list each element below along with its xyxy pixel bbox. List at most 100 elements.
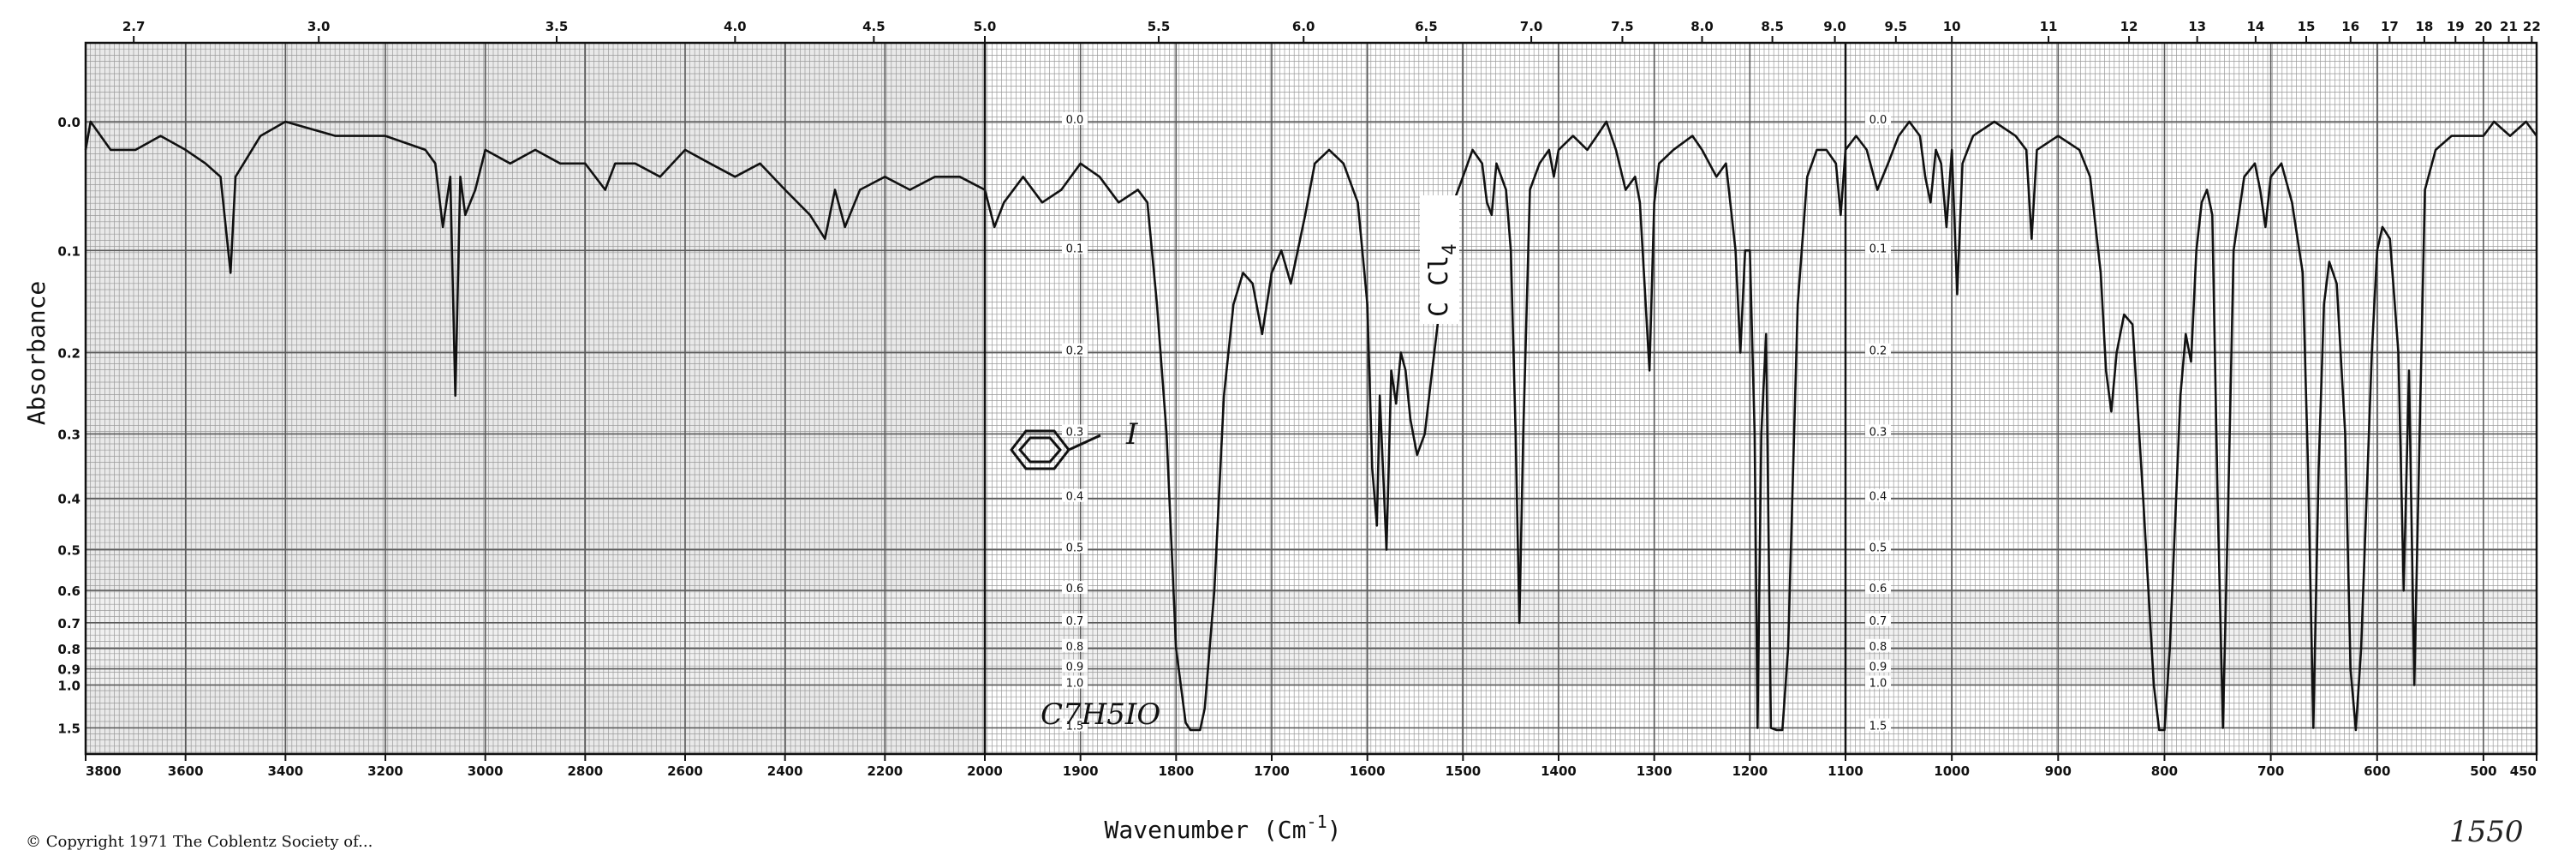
- inner-y-tick-background: [1062, 424, 1088, 438]
- inner-y-tick-label: 0.9: [1066, 661, 1084, 674]
- inner-y-tick-background: [1062, 540, 1088, 554]
- benzene-ring-inner: [1018, 436, 1062, 464]
- top-tick-label: 16: [2341, 19, 2359, 34]
- top-tick-label: 7.5: [1611, 19, 1634, 34]
- inner-y-tick-label: 0.6: [1869, 583, 1887, 596]
- y-tick-label: 0.3: [57, 427, 80, 442]
- y-tick-label: 1.5: [57, 721, 80, 736]
- chart-grid: [85, 42, 2537, 754]
- inner-y-tick-label: 0.6: [1066, 583, 1084, 596]
- x-tick-label: 600: [2364, 763, 2390, 779]
- x-axis-title-superscript: -1: [1307, 811, 1327, 832]
- inner-y-tick-background: [1865, 638, 1891, 652]
- copyright-notice: © Copyright 1971 The Coblentz Society of…: [26, 833, 373, 850]
- top-tick-label: 2.7: [122, 19, 146, 34]
- benzene-ring-sketch: [1010, 429, 1101, 470]
- y-tick-label: 0.7: [57, 616, 80, 632]
- x-tick-label: 800: [2151, 763, 2178, 779]
- inner-y-tick-background: [1865, 241, 1891, 254]
- y-tick-label: 0.8: [57, 642, 80, 657]
- top-tick-label: 14: [2246, 19, 2264, 34]
- inner-y-tick-label: 1.0: [1066, 678, 1084, 691]
- top-tick-label: 3.5: [546, 19, 569, 34]
- y-tick-label: 0.4: [57, 492, 80, 507]
- inner-y-tick-background: [1062, 638, 1088, 652]
- iodo-substituent-label: I: [1125, 417, 1138, 452]
- top-tick-label: 20: [2474, 19, 2492, 34]
- ccl4-annotation-background: [1420, 195, 1459, 324]
- inner-y-tick-label: 0.5: [1869, 542, 1887, 555]
- x-axis-title-text: Wavenumber (Cm: [1105, 816, 1307, 844]
- inner-y-tick-label: 1.0: [1869, 678, 1887, 691]
- inner-y-tick-background: [1062, 112, 1088, 125]
- y-tick-label: 0.2: [57, 346, 80, 362]
- x-tick-label: 1700: [1254, 763, 1290, 779]
- inner-y-tick-label: 0.4: [1066, 491, 1084, 504]
- inner-y-tick-background: [1062, 488, 1088, 502]
- x-tick-label: 3200: [367, 763, 403, 779]
- x-tick-label: 3000: [468, 763, 504, 779]
- ccl4-annotation: C Cl4: [1420, 195, 1461, 324]
- x-tick-label: 1000: [1934, 763, 1970, 779]
- inner-y-tick-label: 0.7: [1066, 615, 1084, 628]
- x-tick-label: 2600: [667, 763, 703, 779]
- x-tick-label: 2800: [567, 763, 603, 779]
- inner-y-tick-label: 0.3: [1066, 426, 1084, 439]
- inner-y-tick-background: [1865, 659, 1891, 673]
- inner-y-tick-label: 0.8: [1869, 641, 1887, 654]
- inner-y-tick-label: 0.0: [1066, 114, 1084, 127]
- top-tick-label: 13: [2188, 19, 2206, 34]
- y-axis-title: Absorbance: [22, 281, 51, 426]
- top-tick-label: 8.5: [1761, 19, 1784, 34]
- ccl4-label: C Cl: [1424, 255, 1454, 317]
- top-tick-label: 4.0: [724, 19, 747, 34]
- inner-y-tick-label: 0.1: [1869, 242, 1887, 255]
- top-tick-label: 10: [1943, 19, 1961, 34]
- inner-y-tick-label: 0.0: [1869, 114, 1887, 127]
- top-tick-label: 18: [2416, 19, 2434, 34]
- inner-y-tick-background: [1062, 718, 1088, 732]
- inner-y-tick-label: 0.4: [1869, 491, 1887, 504]
- y-tick-label: 0.5: [57, 543, 80, 559]
- inner-y-tick-label: 1.5: [1869, 720, 1887, 733]
- ccl4-annotation-text: C Cl4: [1424, 244, 1461, 318]
- top-tick-label: 21: [2500, 19, 2518, 34]
- inner-y-tick-background: [1062, 581, 1088, 595]
- inner-y-tick-label: 0.5: [1066, 542, 1084, 555]
- benzene-ring-outline: [1010, 429, 1070, 470]
- x-tick-label: 1500: [1445, 763, 1481, 779]
- top-tick-label: 8.0: [1690, 19, 1714, 34]
- inner-y-tick-background: [1062, 613, 1088, 626]
- inner-y-tick-background: [1062, 343, 1088, 356]
- y-tick-label: 0.1: [57, 243, 80, 259]
- spectrum-serial-number: 1550: [2449, 815, 2524, 849]
- inner-y-tick-background: [1865, 675, 1891, 689]
- ccl4-subscript: 4: [1440, 244, 1461, 255]
- inner-y-tick-label: 0.2: [1066, 345, 1084, 358]
- top-tick-label: 22: [2523, 19, 2541, 34]
- inner-y-tick-background: [1062, 659, 1088, 673]
- y-tick-label: 0.0: [57, 115, 80, 130]
- x-tick-label: 3400: [267, 763, 303, 779]
- inner-y-tick-background: [1865, 112, 1891, 125]
- top-tick-label: 12: [2120, 19, 2138, 34]
- inner-y-tick-label: 0.7: [1869, 615, 1887, 628]
- x-tick-label: 700: [2257, 763, 2284, 779]
- y-tick-label: 0.9: [57, 662, 80, 678]
- inner-y-tick-background: [1865, 718, 1891, 732]
- x-tick-label: 1800: [1158, 763, 1194, 779]
- x-tick-label: 3800: [86, 763, 122, 779]
- x-axis-title-close: ): [1327, 816, 1342, 844]
- x-tick-label: 900: [2045, 763, 2072, 779]
- y-tick-label: 0.6: [57, 584, 80, 599]
- top-tick-label: 5.5: [1148, 19, 1171, 34]
- inner-y-tick-label: 0.8: [1066, 641, 1084, 654]
- inner-y-tick-background: [1865, 343, 1891, 356]
- top-tick-label: 3.0: [307, 19, 331, 34]
- top-tick-label: 6.5: [1415, 19, 1438, 34]
- inner-y-tick-label: 0.1: [1066, 242, 1084, 255]
- spectrum-trace-0: [84, 120, 2538, 732]
- inner-y-tick-label: 1.5: [1066, 720, 1084, 733]
- absorbance-axis: 0.0 0.1 0.2 0.3 0.4 0.5 0.6 0.7 0.8 0.91.0 1.5: [57, 115, 80, 736]
